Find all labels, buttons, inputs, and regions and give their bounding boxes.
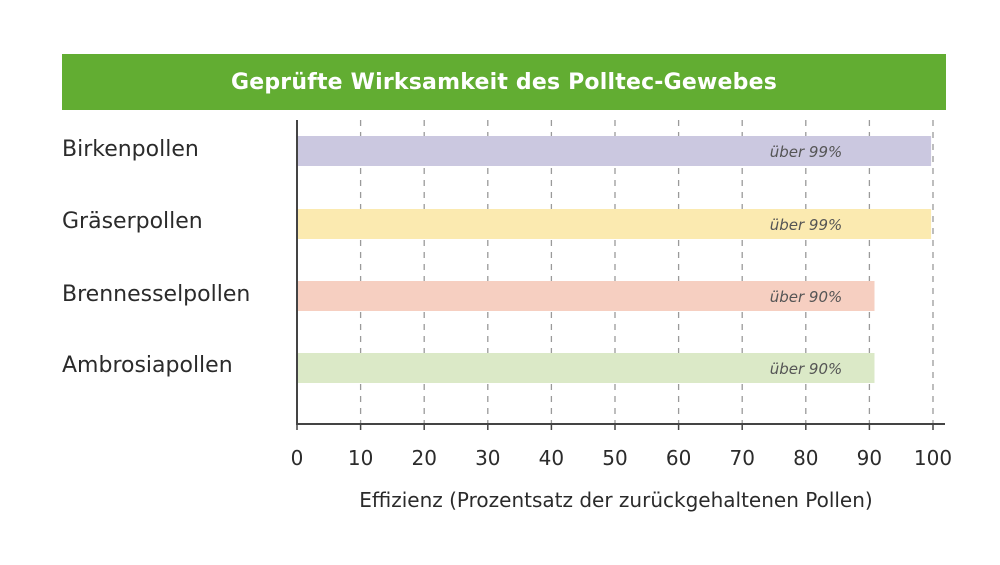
x-tick-label-70: 70 <box>729 446 754 470</box>
x-tick-label-20: 20 <box>411 446 436 470</box>
data-label-brennesselpollen: über 90% <box>770 288 843 306</box>
chart-title-bar: Geprüfte Wirksamkeit des Polltec-Gewebes <box>62 54 946 110</box>
bar-brennesselpollen <box>297 281 875 311</box>
data-label-gräserpollen: über 99% <box>770 216 843 234</box>
x-tick-label-80: 80 <box>793 446 818 470</box>
x-tick-label-60: 60 <box>666 446 691 470</box>
chart-title: Geprüfte Wirksamkeit des Polltec-Gewebes <box>230 69 778 95</box>
data-label-birkenpollen: über 99% <box>770 143 843 161</box>
category-label-ambrosiapollen: Ambrosiapollen <box>62 353 233 378</box>
data-label-ambrosiapollen: über 90% <box>770 360 843 378</box>
x-tick-label-40: 40 <box>539 446 564 470</box>
x-tick-label-100: 100 <box>914 446 952 470</box>
category-label-birkenpollen: Birkenpollen <box>62 137 199 162</box>
category-label-brennesselpollen: Brennesselpollen <box>62 282 251 307</box>
category-label-graeserpollen: Gräserpollen <box>62 209 203 234</box>
bar-ambrosiapollen <box>297 353 875 383</box>
x-tick-label-0: 0 <box>291 446 304 470</box>
x-tick-label-30: 30 <box>475 446 500 470</box>
bar-gräserpollen <box>297 209 932 239</box>
x-axis-label: Effizienz (Prozentsatz der zurückgehalte… <box>359 488 873 512</box>
x-tick-label-50: 50 <box>602 446 627 470</box>
bar-birkenpollen <box>297 136 932 166</box>
x-tick-label-10: 10 <box>348 446 373 470</box>
x-tick-label-90: 90 <box>857 446 882 470</box>
